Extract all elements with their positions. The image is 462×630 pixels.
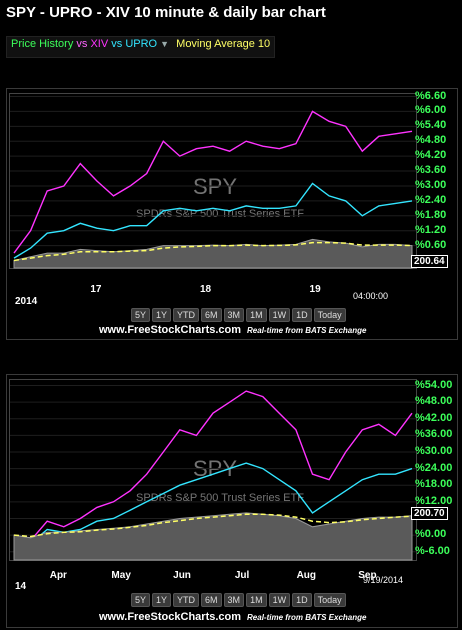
- chart-svg-intraday: [10, 95, 416, 269]
- y-tick-label: %18.00: [415, 478, 453, 491]
- legend-moving-average[interactable]: Moving Average 10: [176, 38, 271, 50]
- corner-date: 9/19/2014: [363, 575, 404, 585]
- range-button-5y[interactable]: 5Y: [131, 593, 151, 607]
- y-axis-daily: %54.00 %48.00 %42.00 %36.00 %30.00 %24.00 %18.…: [413, 379, 457, 559]
- series-line-xiv: [13, 390, 413, 542]
- series-line-upro: [13, 182, 413, 259]
- range-button-today[interactable]: Today: [313, 593, 346, 607]
- corner-year-daily: 14: [15, 581, 27, 592]
- y-axis-intraday: %6.60 %6.00 %5.40 %4.80 %4.20 %3.60 %3.00 %2.40…: [413, 89, 457, 267]
- y-tick-label: %36.00: [415, 428, 453, 441]
- range-button-3m[interactable]: 3M: [223, 308, 245, 322]
- plot-area-daily[interactable]: SPY SPDRs S&P 500 Trust Series ETF: [9, 379, 417, 561]
- range-button-1d[interactable]: 1D: [292, 593, 312, 607]
- series-line-upro: [13, 462, 413, 545]
- range-button-today[interactable]: Today: [313, 308, 346, 322]
- chart-svg-daily: [10, 385, 416, 561]
- footer-realtime: Real-time from BATS Exchange: [247, 326, 367, 335]
- y-tick-label: %4.20: [415, 149, 447, 162]
- footer-intraday: www.FreeStockCharts.com Real-time from BA…: [99, 324, 366, 336]
- x-tick-label: Jun: [173, 570, 191, 581]
- range-button-1y[interactable]: 1Y: [152, 308, 172, 322]
- y-tick-label: %48.00: [415, 395, 453, 408]
- y-tick-label: %6.60: [415, 89, 447, 102]
- series-line-moving-average-10: [13, 513, 413, 538]
- y-tick-label: %0.60: [415, 238, 447, 251]
- y-tick-label: %2.40: [415, 193, 447, 206]
- y-tick-label: %6.00: [415, 104, 447, 117]
- chart-title: SPY - UPRO - XIV 10 minute & daily bar c…: [6, 4, 326, 21]
- range-buttons-intraday: 5Y 1Y YTD 6M 3M 1M 1W 1D Today: [131, 308, 346, 322]
- last-price-badge-daily: 200.70: [411, 507, 448, 520]
- footer-realtime-daily: Real-time from BATS Exchange: [247, 613, 367, 622]
- chart-panel-daily: SPY SPDRs S&P 500 Trust Series ETF %54.0…: [6, 374, 458, 628]
- legend-xiv[interactable]: XIV: [90, 38, 109, 50]
- y-tick-label: %1.80: [415, 208, 447, 221]
- legend-vs-2: vs: [108, 38, 126, 50]
- y-tick-label: %30.00: [415, 445, 453, 457]
- y-tick-label: %1.20: [415, 223, 447, 236]
- range-button-1w[interactable]: 1W: [268, 308, 291, 322]
- x-tick-label: 17: [90, 284, 102, 295]
- legend-upro[interactable]: UPRO: [125, 38, 158, 50]
- y-tick-label: %4.80: [415, 134, 447, 147]
- watermark-name-daily: SPDRs S&P 500 Trust Series ETF: [136, 492, 304, 504]
- range-button-3m[interactable]: 3M: [223, 593, 245, 607]
- range-button-ytd[interactable]: YTD: [173, 593, 200, 607]
- y-tick-label: %5.40: [415, 119, 447, 132]
- y-tick-label: %3.00: [415, 178, 447, 191]
- range-button-1m[interactable]: 1M: [246, 593, 267, 607]
- corner-year: 2014: [15, 296, 38, 307]
- footer-daily: www.FreeStockCharts.com Real-time from BA…: [99, 611, 366, 623]
- range-button-1y[interactable]: 1Y: [152, 593, 172, 607]
- range-buttons-daily: 5Y 1Y YTD 6M 3M 1M 1W 1D Today: [131, 593, 346, 607]
- x-axis-daily: Apr May Jun Jul Aug Sep: [9, 570, 415, 584]
- range-button-6m[interactable]: 6M: [201, 308, 222, 322]
- x-tick-label: 18: [199, 284, 212, 295]
- last-price-badge: 200.64: [411, 255, 448, 268]
- series-line-moving-average-10: [13, 241, 413, 262]
- y-tick-label: %12.00: [415, 494, 453, 507]
- range-button-1m[interactable]: 1M: [246, 308, 267, 322]
- y-tick-label: %-6.00: [415, 544, 450, 557]
- range-button-6m[interactable]: 6M: [201, 593, 222, 607]
- legend-bar: Price History vs XIV vs UPRO ▼ Moving Av…: [6, 36, 276, 58]
- y-tick-label: %54.00: [415, 378, 453, 391]
- y-tick-label: %3.60: [415, 164, 447, 177]
- footer-site-link-daily[interactable]: www.FreeStockCharts.com: [99, 611, 242, 623]
- footer-site-link[interactable]: www.FreeStockCharts.com: [99, 324, 242, 336]
- x-tick-label: Jul: [234, 570, 250, 581]
- x-tick-label: Sep: [358, 570, 377, 581]
- corner-time: 04:00:00: [353, 291, 389, 301]
- legend-vs-1: vs: [73, 38, 91, 50]
- range-button-1w[interactable]: 1W: [268, 593, 291, 607]
- legend-dropdown-icon[interactable]: ▼: [160, 39, 170, 49]
- series-line-xiv: [13, 110, 413, 254]
- range-button-1d[interactable]: 1D: [292, 308, 312, 322]
- legend-price-history[interactable]: Price History: [11, 38, 74, 50]
- x-tick-label: Aug: [296, 570, 317, 581]
- watermark-symbol: SPY: [192, 174, 238, 199]
- x-tick-label: May: [111, 570, 131, 581]
- y-tick-label: %24.00: [415, 461, 453, 474]
- range-button-ytd[interactable]: YTD: [173, 308, 200, 322]
- series-area-spy: [13, 512, 413, 561]
- x-tick-label: 19: [309, 284, 321, 295]
- range-button-5y[interactable]: 5Y: [131, 308, 151, 322]
- x-tick-label: Apr: [49, 570, 67, 581]
- plot-area-intraday[interactable]: SPY SPDRs S&P 500 Trust Series ETF: [9, 93, 417, 269]
- x-axis-intraday: 17 18 19: [9, 284, 415, 298]
- y-tick-label: %42.00: [415, 411, 453, 424]
- y-tick-label: %0.00: [415, 528, 447, 541]
- watermark-name: SPDRs S&P 500 Trust Series ETF: [136, 208, 304, 220]
- chart-panel-intraday: SPY SPDRs S&P 500 Trust Series ETF %6.60…: [6, 88, 458, 340]
